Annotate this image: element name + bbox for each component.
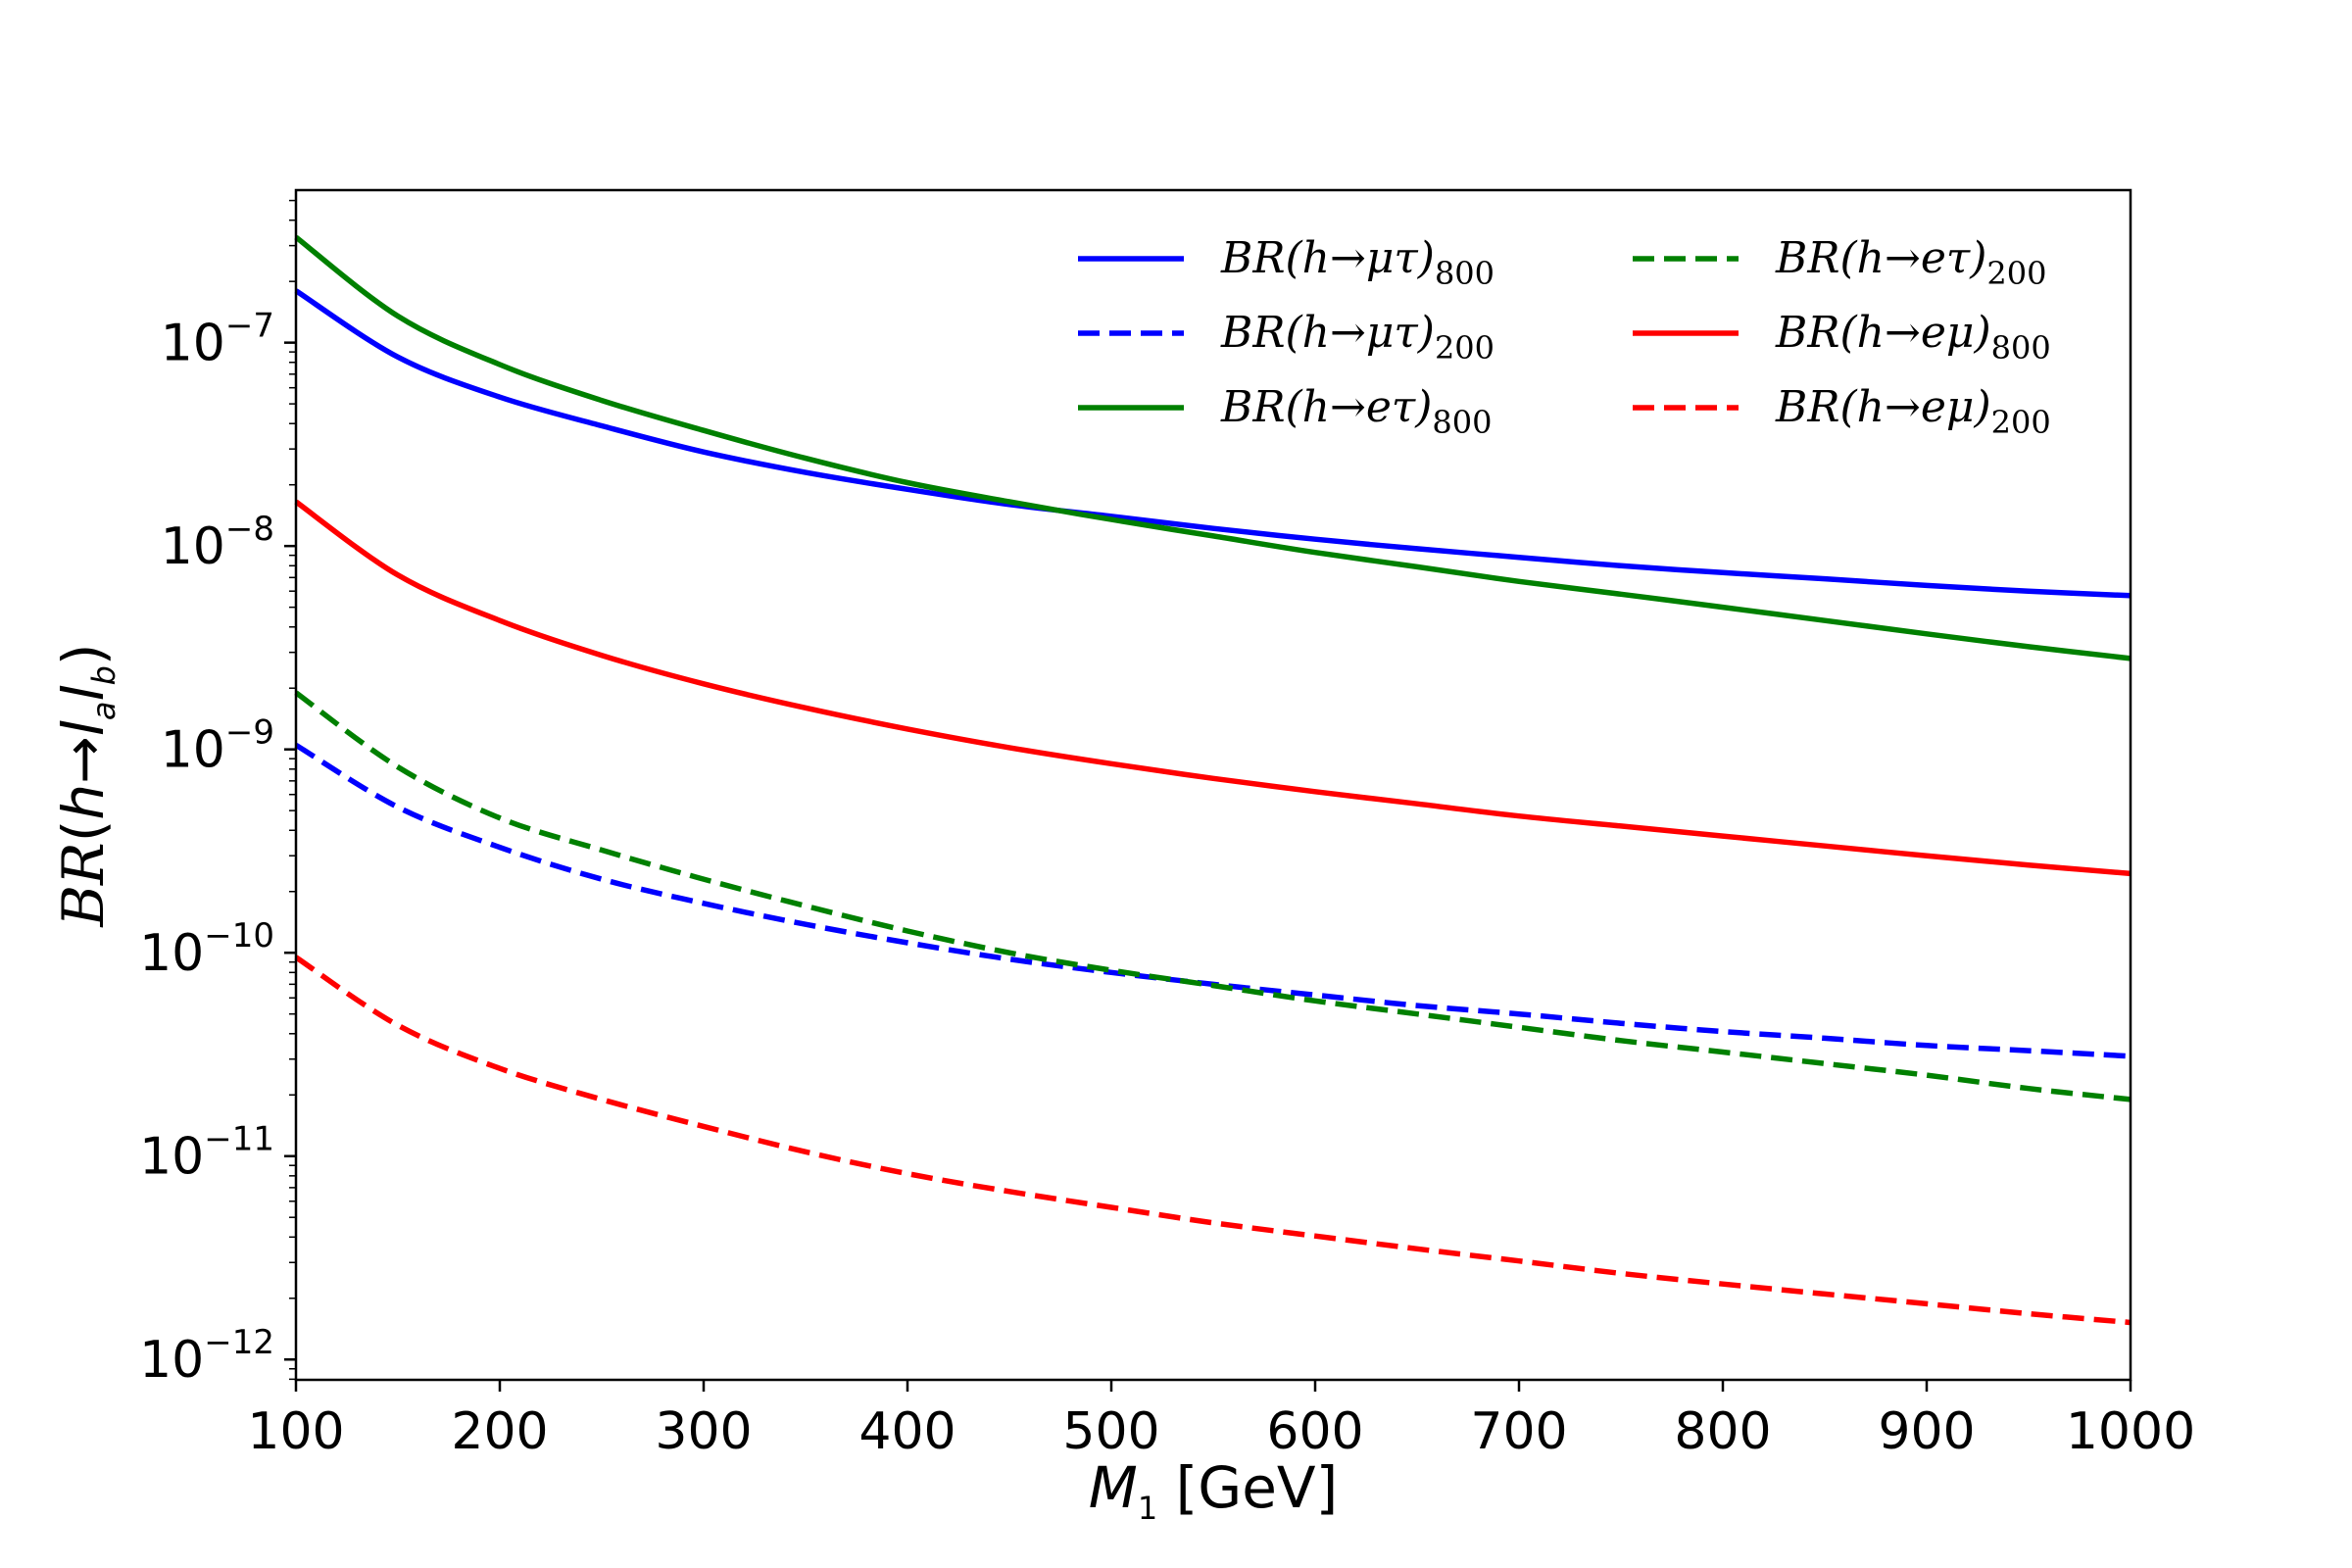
y-axis-title: BR(h→lalb) — [50, 643, 122, 927]
x-tick-label-7: 800 — [1674, 1402, 1771, 1461]
x-tick-label-1: 200 — [451, 1402, 548, 1461]
series-line-4 — [294, 499, 2132, 877]
y-tick-label-5: 10−12 — [139, 1323, 274, 1390]
y-tick-label-1: 10−8 — [161, 510, 274, 576]
legend-label-3: BR(h→eτ)200 — [1775, 233, 2046, 292]
x-tick-label-2: 300 — [655, 1402, 752, 1461]
plot-frame — [294, 188, 2132, 1382]
legend-label-2: BR(h→eτ)800 — [1220, 382, 1492, 441]
series-line-0 — [294, 288, 2132, 599]
legend-label-4: BR(h→eμ)800 — [1775, 308, 2051, 367]
legend-label-1: BR(h→μτ)200 — [1220, 308, 1494, 367]
x-tick-label-4: 500 — [1062, 1402, 1159, 1461]
x-tick-label-0: 100 — [247, 1402, 344, 1461]
series-line-2 — [294, 234, 2132, 662]
x-axis-title: M1 [GeV] — [1089, 1454, 1338, 1527]
y-tick-label-0: 10−7 — [161, 307, 274, 373]
legend: BR(h→μτ)800 BR(h→μτ)200 BR(h→eτ)800 BR(h→eτ… — [1078, 233, 2051, 441]
y-tick-label-4: 10−11 — [139, 1120, 274, 1187]
x-tick-label-3: 400 — [858, 1402, 956, 1461]
series-line-5 — [294, 955, 2132, 1326]
series-layer — [294, 234, 2132, 1326]
y-tick-label-2: 10−9 — [161, 713, 274, 780]
x-tick-label-8: 900 — [1878, 1402, 1975, 1461]
x-tick-label-6: 700 — [1470, 1402, 1567, 1461]
legend-label-0: BR(h→μτ)800 — [1220, 233, 1494, 292]
x-tick-label-9: 1000 — [2066, 1402, 2195, 1461]
legend-label-5: BR(h→eμ)200 — [1775, 382, 2051, 441]
ticks-layer: 100 200 300 400 500 600 700 800 900 1000 10−7 10−8 1… — [139, 199, 2195, 1461]
y-tick-label-3: 10−10 — [139, 916, 274, 983]
x-tick-label-5: 600 — [1266, 1402, 1363, 1461]
series-line-3 — [294, 690, 2132, 1102]
